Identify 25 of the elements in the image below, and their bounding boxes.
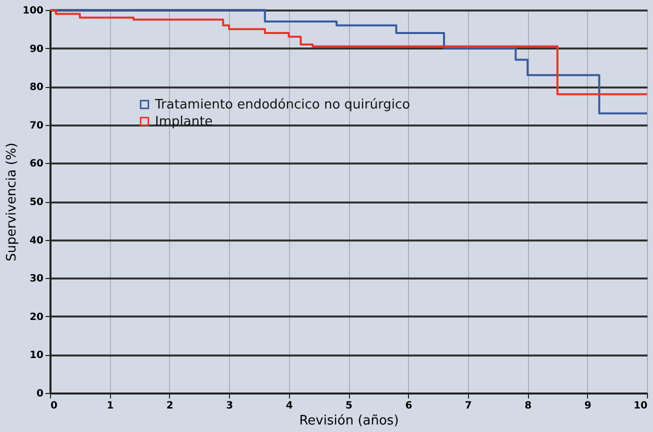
x-tick-label: 10 — [634, 400, 648, 412]
y-tick-label: 10 — [30, 350, 44, 362]
y-tick-label: 0 — [36, 388, 44, 400]
x-tick-label: 7 — [464, 400, 472, 412]
x-axis-title: Revisión (años) — [299, 414, 399, 428]
y-tick-label: 20 — [30, 312, 44, 323]
y-tick-label: 40 — [30, 235, 44, 246]
x-tick-label: 3 — [226, 400, 234, 412]
x-tick-label: 8 — [524, 400, 532, 412]
y-axis-title: Supervivencia (%) — [4, 142, 20, 262]
y-tick-label: 50 — [30, 197, 44, 208]
y-tick-label: 80 — [30, 82, 44, 94]
x-tick-label: 2 — [166, 400, 174, 412]
x-tick-label: 9 — [584, 400, 592, 412]
y-tick-label: 90 — [30, 44, 44, 55]
y-tick-label: 70 — [30, 120, 44, 132]
x-tick-label: 0 — [50, 400, 58, 412]
y-tick-label: 100 — [22, 6, 44, 16]
y-tick-label: 30 — [30, 274, 44, 285]
x-tick-label: 5 — [346, 400, 353, 412]
x-tick-label: 1 — [106, 400, 114, 412]
legend-label: Tratamiento endodóncico no quirúrgico — [154, 98, 410, 112]
x-tick-label: 6 — [405, 400, 412, 412]
x-tick-label: 4 — [286, 400, 293, 412]
y-tick-label: 60 — [30, 158, 44, 170]
